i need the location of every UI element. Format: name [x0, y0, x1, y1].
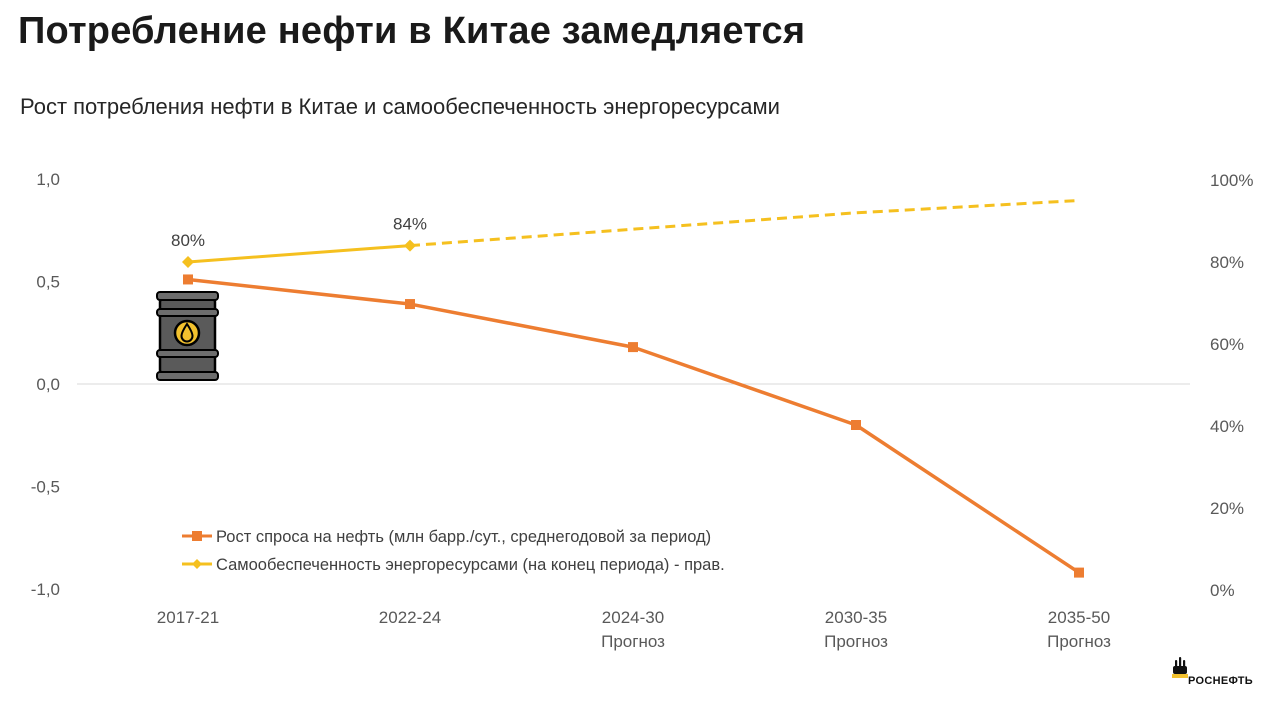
y-left-tick-label: -0,5 — [31, 478, 60, 497]
y-right-tick-label: 100% — [1210, 171, 1253, 190]
self-sufficiency-data-label: 84% — [393, 215, 427, 234]
demand-growth-point — [183, 274, 193, 285]
y-left-tick-label: 0,5 — [36, 273, 60, 292]
logo-text: РОСНЕФТЬ — [1188, 675, 1253, 687]
x-tick-sublabel: Прогноз — [601, 632, 665, 651]
legend-demand-swatch-marker — [192, 531, 202, 541]
y-right-tick-label: 40% — [1210, 417, 1244, 436]
demand-growth-point — [628, 342, 638, 353]
y-right-tick-label: 80% — [1210, 253, 1244, 272]
legend-demand-label: Рост спроса на нефть (млн барр./сут., ср… — [216, 528, 711, 546]
y-right-tick-label: 20% — [1210, 499, 1244, 518]
legend-self-sufficiency-label: Самообеспеченность энергоресурсами (на к… — [216, 556, 725, 574]
x-tick-label: 2035-50 — [1048, 608, 1110, 627]
x-tick-label: 2022-24 — [379, 608, 441, 627]
rosneft-logo-icon — [1172, 657, 1188, 678]
y-left-tick-label: -1,0 — [31, 580, 60, 599]
self-sufficiency-point — [404, 239, 416, 252]
oil-barrel-icon — [156, 291, 219, 381]
x-tick-sublabel: Прогноз — [1047, 632, 1111, 651]
self-sufficiency-point — [182, 256, 194, 268]
x-tick-label: 2024-30 — [602, 608, 664, 627]
y-left-tick-label: 0,0 — [36, 375, 60, 394]
y-right-tick-label: 0% — [1210, 581, 1235, 600]
demand-growth-point — [851, 420, 861, 430]
demand-growth-point — [405, 299, 415, 310]
x-tick-label: 2017-21 — [157, 608, 219, 627]
y-right-tick-label: 60% — [1210, 335, 1244, 354]
x-tick-sublabel: Прогноз — [824, 632, 888, 651]
self-sufficiency-line-forecast — [409, 199, 1080, 248]
y-left-tick-label: 1,0 — [36, 170, 60, 189]
self-sufficiency-line-actual — [187, 244, 411, 264]
self-sufficiency-data-label: 80% — [171, 231, 205, 250]
demand-growth-point — [1074, 567, 1084, 578]
page-title: Потребление нефти в Китае замедляется — [18, 10, 806, 52]
chart-subtitle: Рост потребления нефти в Китае и самообе… — [20, 94, 780, 119]
x-tick-label: 2030-35 — [825, 608, 887, 627]
legend-self-sufficiency-swatch-marker — [192, 559, 202, 569]
